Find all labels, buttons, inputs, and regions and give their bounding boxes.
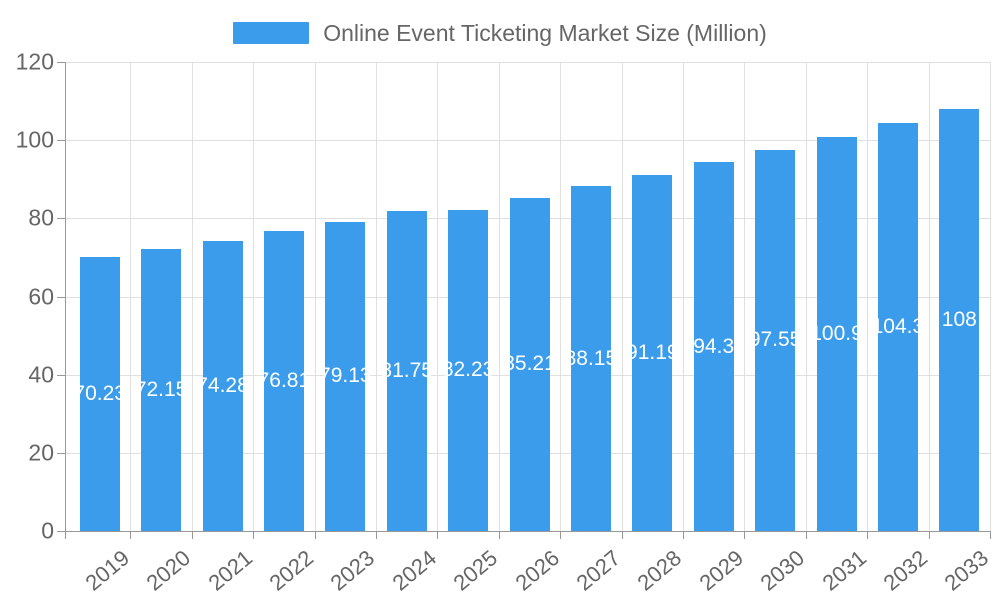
x-axis-label-2024: 2024 [387,545,441,596]
legend-item[interactable]: Online Event Ticketing Market Size (Mill… [0,20,1000,46]
bar-2026[interactable] [509,197,550,531]
x-axis-label-2019: 2019 [80,545,134,596]
x-axis-tick [253,531,255,539]
x-axis-tick [867,531,869,539]
x-axis-tick [805,531,807,539]
gridline-vertical [990,62,991,531]
x-axis-tick [560,531,562,539]
y-axis-label: 40 [28,361,54,388]
x-axis-tick [990,531,991,539]
x-axis-label-2022: 2022 [264,545,318,596]
y-axis-label: 20 [28,439,54,466]
x-axis-label-2033: 2033 [939,545,994,596]
bar-2028[interactable] [632,174,673,531]
gridline-horizontal [65,140,990,142]
y-axis-tick [57,296,65,298]
y-axis-tick [57,452,65,454]
x-axis-tick [65,531,66,539]
y-axis-tick [57,140,65,142]
gridline-vertical [437,62,439,531]
y-axis-tick [57,374,65,376]
bar-2025[interactable] [448,209,489,531]
bar-2031[interactable] [816,136,857,531]
bar-2029[interactable] [693,162,734,531]
gridline-vertical [376,62,377,531]
gridline-vertical [744,62,746,531]
x-axis-tick [314,531,316,539]
gridline-vertical [928,62,930,531]
y-axis-tick [57,62,65,63]
bar-2020[interactable] [141,249,182,531]
y-axis-label: 0 [41,517,54,544]
x-axis-label-2027: 2027 [571,545,625,596]
bar-2027[interactable] [570,186,611,531]
y-axis-label: 80 [28,204,54,231]
y-axis-line [65,62,66,532]
bar-2023[interactable] [325,221,366,531]
x-axis-tick [130,531,132,539]
gridline-vertical [498,62,500,531]
chart-title: Online Event Ticketing Market Size (Mill… [323,20,767,46]
x-axis-tick [683,531,684,539]
bar-2019[interactable] [79,256,120,531]
x-axis-line [65,531,991,532]
y-axis-label: 100 [15,126,54,153]
x-axis-label-2020: 2020 [141,545,196,596]
y-axis-tick [57,218,65,220]
legend-swatch-icon [233,22,310,44]
bar-2032[interactable] [877,123,918,531]
bar-2021[interactable] [202,240,243,531]
y-axis-tick [57,531,65,532]
x-axis-label-2025: 2025 [448,545,503,596]
x-axis-label-2030: 2030 [755,545,810,596]
x-axis-tick [437,531,439,539]
gridline-vertical [130,62,132,531]
gridline-horizontal [65,62,990,63]
gridline-vertical [314,62,316,531]
x-axis-label-2028: 2028 [632,545,687,596]
x-axis-tick [376,531,377,539]
gridline-vertical [867,62,869,531]
gridline-vertical [253,62,255,531]
gridline-vertical [805,62,807,531]
x-axis-label-2029: 2029 [694,545,748,596]
gridline-vertical [683,62,684,531]
bar-2033[interactable] [939,108,980,531]
gridline-vertical [191,62,193,531]
x-axis-tick [744,531,746,539]
x-axis-tick [621,531,623,539]
gridline-vertical [560,62,562,531]
bar-2024[interactable] [386,211,427,531]
bar-2022[interactable] [263,230,304,531]
x-axis-tick [191,531,193,539]
bar-2030[interactable] [755,149,796,531]
y-axis-label: 120 [15,48,54,75]
gridline-vertical [621,62,623,531]
x-axis-label-2021: 2021 [202,545,257,596]
x-axis-tick [498,531,500,539]
x-axis-tick [928,531,930,539]
x-axis-label-2026: 2026 [509,545,564,596]
x-axis-label-2023: 2023 [325,545,380,596]
x-axis-label-2031: 2031 [816,545,871,596]
y-axis-label: 60 [28,283,54,309]
x-axis-label-2032: 2032 [878,545,932,596]
